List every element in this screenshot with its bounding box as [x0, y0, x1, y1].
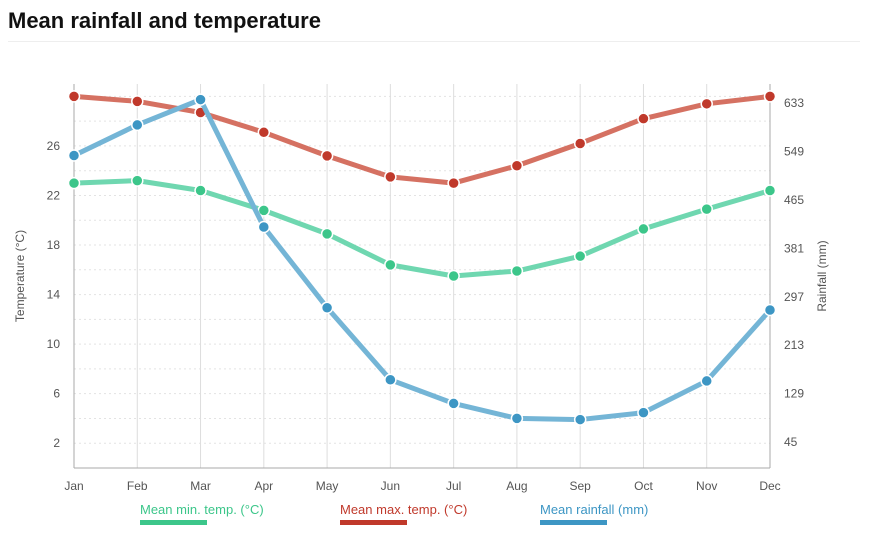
data-point-2	[700, 97, 713, 111]
legend-swatch-1	[140, 520, 207, 525]
axes	[73, 84, 771, 469]
x-tick-label: May	[316, 479, 339, 493]
data-point-1	[510, 264, 524, 278]
x-tick-label: Jan	[64, 479, 83, 493]
data-point-2	[510, 159, 524, 173]
y-right-tick-label: 633	[784, 96, 804, 110]
series-line-1	[71, 178, 773, 279]
data-point-2	[637, 112, 650, 125]
data-point-1	[700, 202, 713, 216]
x-tick-label: Dec	[759, 479, 780, 493]
y-left-tick-label: 2	[53, 436, 60, 450]
series-line-2	[71, 93, 773, 186]
y-right-axis-title: Rainfall (mm)	[815, 240, 829, 311]
data-point-2	[320, 149, 334, 163]
legend: Mean min. temp. (°C) Mean max. temp. (°C)…	[140, 502, 648, 525]
data-point-3	[320, 301, 334, 314]
data-point-1	[447, 269, 460, 283]
x-tick-label: Apr	[254, 479, 273, 493]
data-point-2	[763, 90, 777, 103]
data-point-2	[573, 137, 587, 150]
y-right-tick-label: 297	[784, 290, 804, 304]
legend-label-1: Mean min. temp. (°C)	[140, 502, 264, 517]
y-left-tick-label: 10	[47, 337, 61, 351]
x-tick-label: Jul	[446, 479, 461, 493]
legend-label-3: Mean rainfall (mm)	[540, 502, 648, 517]
data-point-3	[573, 413, 587, 426]
data-point-1	[573, 249, 587, 263]
legend-swatch-2	[340, 520, 407, 525]
data-point-2	[131, 95, 144, 108]
grid-lines	[73, 84, 771, 468]
x-tick-label: Feb	[127, 479, 148, 493]
x-tick-label: Nov	[696, 479, 717, 493]
data-point-1	[194, 184, 207, 197]
series-line-3	[71, 97, 773, 423]
data-point-3	[700, 374, 713, 388]
x-tick-label: Mar	[190, 479, 211, 493]
data-point-3	[510, 412, 524, 425]
data-point-3	[763, 303, 777, 317]
data-point-1	[384, 258, 397, 272]
y-right-tick-label: 213	[784, 338, 804, 352]
data-point-2	[257, 126, 271, 139]
title-divider	[8, 41, 860, 42]
data-point-3	[67, 149, 81, 162]
y-left-tick-label: 18	[47, 238, 61, 252]
y-left-tick-label: 14	[47, 288, 61, 302]
data-point-2	[447, 176, 460, 190]
legend-label-2: Mean max. temp. (°C)	[340, 502, 467, 517]
y-left-axis-title: Temperature (°C)	[13, 230, 27, 322]
y-right-tick-label: 465	[784, 193, 804, 207]
x-tick-label: Aug	[506, 479, 527, 493]
y-left-tick-label: 22	[47, 188, 61, 202]
chart-title: Mean rainfall and temperature	[8, 8, 321, 33]
y-right-tick-label: 129	[784, 387, 804, 401]
data-point-1	[131, 174, 144, 187]
y-left-tick-label: 6	[53, 387, 60, 401]
legend-swatch-3	[540, 520, 607, 525]
data-point-3	[637, 406, 650, 419]
data-point-2	[384, 170, 397, 184]
x-tick-label: Jun	[381, 479, 400, 493]
y-right-tick-label: 45	[784, 435, 798, 449]
y-right-tick-label: 549	[784, 144, 804, 158]
data-point-3	[447, 397, 460, 410]
data-point-1	[763, 184, 777, 197]
data-point-2	[67, 90, 81, 103]
data-point-1	[67, 176, 81, 190]
data-point-3	[194, 93, 207, 106]
data-point-3	[384, 373, 397, 387]
x-tick-label: Sep	[570, 479, 592, 493]
data-point-3	[257, 220, 271, 234]
data-point-3	[131, 118, 144, 132]
x-tick-label: Oct	[634, 479, 653, 493]
data-point-1	[637, 222, 650, 236]
y-left-tick-label: 26	[47, 139, 61, 153]
axis-labels: Jan Feb Mar Apr May Jun Jul Aug Sep Oct Nov Dec2610…	[13, 96, 829, 493]
y-right-tick-label: 381	[784, 241, 804, 255]
data-point-1	[320, 227, 334, 241]
series-lines	[67, 90, 777, 426]
